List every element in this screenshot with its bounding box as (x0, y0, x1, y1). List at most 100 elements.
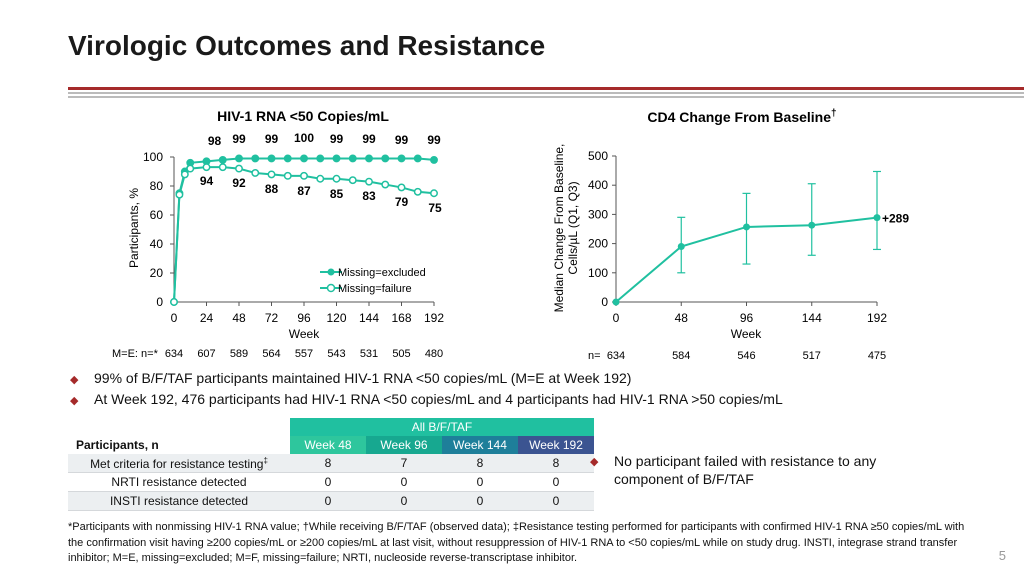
table-cell: 0 (366, 491, 442, 511)
cd4-y-tick-label: 300 (588, 207, 608, 221)
cd4-x-tick-label: 48 (675, 311, 689, 325)
hiv-n-value: 607 (197, 348, 215, 360)
data-label-missing-excluded: 99 (265, 132, 279, 146)
cd4-x-tick-label: 0 (613, 311, 620, 325)
finding-1-text: 99% of B/F/TAF participants maintained H… (94, 370, 632, 386)
data-label-missing-failure: 83 (362, 189, 376, 203)
point-missing-excluded (218, 155, 227, 164)
table-cell: 0 (442, 472, 518, 492)
row-label: NRTI resistance detected (68, 472, 290, 492)
point-missing-excluded (332, 154, 341, 163)
table-cell: 0 (518, 491, 594, 511)
point-missing-excluded (180, 167, 189, 176)
hiv-n-value: 505 (392, 348, 410, 360)
point-missing-failure (175, 190, 184, 199)
cd4-median-point (873, 214, 881, 222)
finding-2-text: At Week 192, 476 participants had HIV-1 … (94, 391, 783, 407)
hiv-x-tick-label: 168 (391, 311, 411, 325)
hiv-n-value: 589 (230, 348, 248, 360)
table-row-header: Participants, n (76, 438, 159, 452)
cd4-y-tick-label: 0 (601, 295, 608, 309)
table-cell: 0 (366, 472, 442, 492)
hiv-x-tick-label: 120 (326, 311, 346, 325)
data-label-missing-failure: 88 (265, 182, 279, 196)
point-missing-excluded (283, 154, 292, 163)
cd4-y-tick-label: 400 (588, 178, 608, 192)
data-label-missing-failure: 92 (232, 176, 246, 190)
data-label-missing-excluded: 99 (395, 133, 409, 147)
series-line-missing-excluded (173, 157, 435, 303)
cd4-n-value: 546 (737, 350, 755, 362)
hiv-n-value: 543 (327, 348, 345, 360)
footnote: *Participants with nonmissing HIV-1 RNA … (68, 521, 965, 564)
point-missing-excluded (348, 154, 357, 163)
hiv-n-value: 564 (262, 348, 280, 360)
bullet-diamond-icon: ◆ (590, 456, 599, 468)
col-header-week96: Week 96 (366, 436, 442, 454)
cd4-chart-n-prefix: n= (588, 350, 601, 362)
cd4-median-point (743, 223, 750, 231)
resistance-note: ◆ No participant failed with resistance … (590, 452, 914, 488)
point-missing-excluded (251, 154, 260, 163)
hiv-y-tick-label: 80 (150, 179, 164, 193)
cd4-x-tick-label: 192 (867, 311, 887, 325)
hiv-chart-title: HIV-1 RNA <50 Copies/mL (217, 108, 389, 124)
data-label-missing-failure: 79 (395, 195, 409, 209)
hiv-x-tick-label: 0 (171, 311, 178, 325)
table-cell: 8 (442, 454, 518, 473)
cd4-y-tick-label: 500 (588, 149, 608, 163)
data-label-missing-excluded: 99 (362, 132, 376, 146)
point-missing-failure (186, 164, 195, 173)
point-missing-failure (251, 169, 260, 177)
table-cell: 8 (290, 454, 366, 473)
cd4-chart-xlabel: Week (731, 327, 762, 341)
point-missing-failure (430, 189, 438, 198)
cd4-median-point (677, 243, 685, 251)
data-label-missing-excluded: 99 (427, 133, 441, 147)
cd4-n-value: 475 (868, 350, 886, 362)
table-cell: 0 (290, 491, 366, 511)
page-number: 5 (998, 548, 1006, 563)
data-label-missing-excluded: 98 (208, 134, 222, 148)
point-missing-excluded (365, 154, 373, 163)
cd4-x-tick-label: 96 (740, 311, 754, 325)
data-label-missing-excluded: 99 (232, 132, 246, 146)
col-header-week48: Week 48 (290, 436, 366, 454)
point-missing-failure (180, 170, 189, 179)
point-missing-failure (413, 187, 422, 196)
col-header-week144: Week 144 (442, 436, 518, 454)
point-missing-excluded (397, 154, 406, 163)
point-missing-failure (381, 180, 390, 189)
hiv-y-tick-label: 20 (150, 266, 164, 280)
cd4-n-value: 517 (803, 350, 821, 362)
point-missing-failure (316, 174, 325, 183)
table-row: Met criteria for resistance testing‡ 8 7… (68, 454, 594, 473)
hiv-x-tick-label: 72 (265, 311, 279, 325)
hiv-chart-ylabel: Participants, % (127, 188, 141, 268)
series-line-missing-failure (173, 166, 435, 303)
point-missing-failure (267, 170, 276, 179)
point-missing-excluded (267, 154, 276, 163)
cd4-chart-ylabel-line2: Cells/µL (Q1, Q3) (566, 181, 580, 274)
point-missing-excluded (300, 154, 308, 163)
cd4-median-point (808, 221, 816, 229)
hiv-chart-legend: Missing=excluded Missing=failure (320, 267, 426, 295)
table-cell: 0 (290, 472, 366, 492)
point-missing-failure (348, 176, 357, 185)
point-missing-failure (202, 163, 211, 172)
point-missing-failure (300, 171, 308, 180)
table-cell: 0 (442, 491, 518, 511)
hiv-chart-xlabel: Week (289, 327, 320, 341)
resistance-table: All B/F/TAF Participants, n Week 48 Week… (68, 418, 594, 511)
legend-missing-failure: Missing=failure (338, 283, 412, 295)
hiv-x-tick-label: 24 (200, 311, 214, 325)
legend-missing-excluded: Missing=excluded (338, 267, 426, 279)
cd4-n-value: 584 (672, 350, 690, 362)
point-missing-excluded (202, 157, 211, 166)
cd4-chart-title-sup: † (831, 108, 837, 119)
data-label-missing-failure: 85 (330, 187, 344, 201)
title-rule-gray-2 (68, 96, 1024, 98)
table-group-header: All B/F/TAF (290, 418, 594, 436)
table-cell: 7 (366, 454, 442, 473)
hiv-y-tick-label: 0 (156, 295, 163, 309)
